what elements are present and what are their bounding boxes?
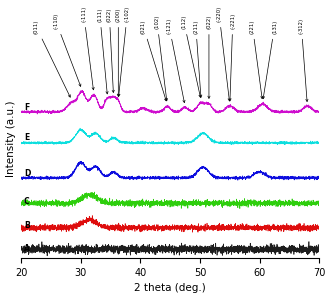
Text: (022): (022) [207, 15, 212, 98]
Text: B: B [24, 221, 30, 230]
Text: (102): (102) [155, 15, 167, 101]
Text: (021): (021) [141, 19, 166, 101]
Text: (011): (011) [33, 19, 70, 97]
Text: (-221): (-221) [229, 13, 235, 101]
Y-axis label: Intensity (a.u.): Intensity (a.u.) [6, 100, 16, 177]
Text: (221): (221) [250, 19, 263, 99]
Text: E: E [24, 133, 29, 142]
Text: C: C [24, 197, 30, 206]
Text: (-121): (-121) [166, 17, 185, 103]
X-axis label: 2 theta (deg.): 2 theta (deg.) [134, 283, 206, 293]
Text: (211): (211) [193, 19, 202, 97]
Text: (-111): (-111) [81, 6, 94, 90]
Text: (112): (112) [181, 15, 201, 97]
Text: A: A [24, 245, 30, 254]
Text: F: F [24, 103, 29, 112]
Text: (111): (111) [97, 7, 108, 94]
Text: (200): (200) [116, 7, 121, 96]
Text: (-102): (-102) [118, 6, 130, 96]
Text: D: D [24, 169, 30, 178]
Text: (-312): (-312) [299, 18, 308, 102]
Text: (022): (022) [107, 7, 114, 92]
Text: (131): (131) [262, 19, 277, 99]
Text: (-110): (-110) [53, 13, 81, 86]
Text: (-220): (-220) [216, 6, 230, 101]
